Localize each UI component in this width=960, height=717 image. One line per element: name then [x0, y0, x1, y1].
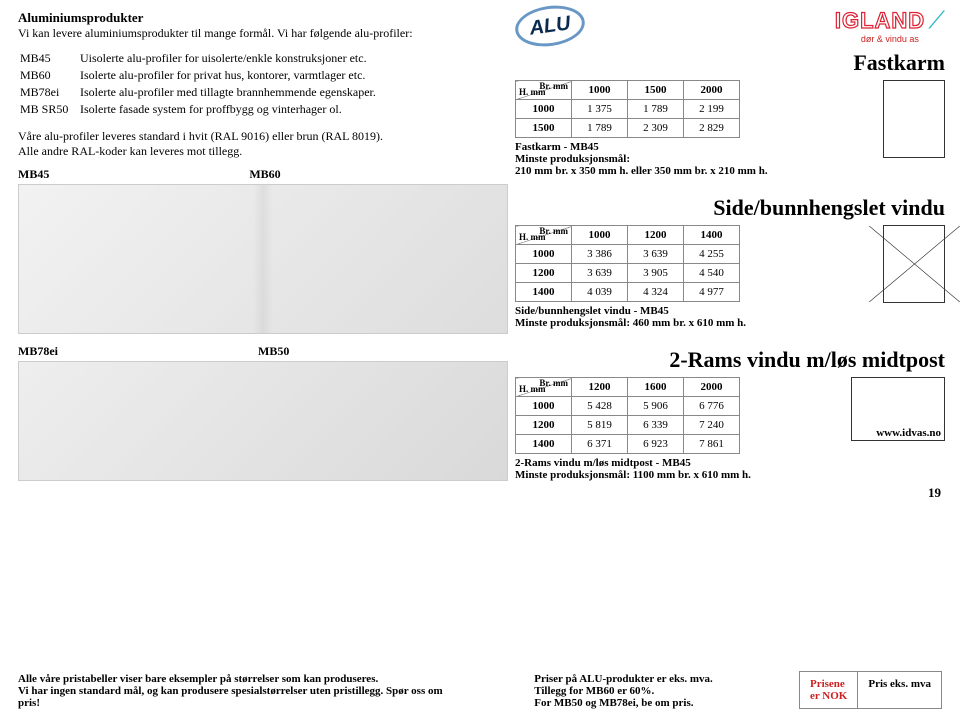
swoosh-icon: ⟋: [928, 8, 945, 34]
window-type-icon: [883, 80, 945, 158]
row-header: 1400: [516, 435, 572, 454]
price-section: FastkarmBr. mmH. mm10001500200010001 375…: [515, 50, 945, 189]
col-header: 2000: [684, 81, 740, 100]
price-cell: 7 861: [684, 435, 740, 454]
vat-box: Pris eks. mva: [858, 672, 941, 708]
col-header: 1500: [628, 81, 684, 100]
price-cell: 3 386: [572, 245, 628, 264]
section-title: 2-Rams vindu m/løs midtpost: [515, 347, 945, 373]
col-header: 1200: [572, 378, 628, 397]
brand-logo: IGLAND ⟋ dør & vindu as: [835, 8, 945, 44]
row-header: 1200: [516, 264, 572, 283]
definitions-table: MB45Uisolerte alu-profiler for uisolerte…: [18, 49, 508, 119]
price-info-box: Prisene er NOK Pris eks. mva: [799, 671, 942, 709]
price-cell: 2 829: [684, 119, 740, 138]
price-cell: 6 923: [628, 435, 684, 454]
table-note: Side/bunnhengslet vindu - MB45: [515, 305, 746, 317]
price-cell: 4 324: [628, 283, 684, 302]
intro-block: Aluminiumsprodukter Vi kan levere alumin…: [18, 10, 508, 481]
table-row: 10003 3863 6394 255: [516, 245, 740, 264]
row-header: 1000: [516, 100, 572, 119]
window-type-icon: [883, 225, 945, 303]
table-row: 14006 3716 9237 861: [516, 435, 740, 454]
table-row: MB60Isolerte alu-profiler for privat hus…: [20, 68, 506, 83]
price-table: Br. mmH. mm10001500200010001 3751 7892 1…: [515, 80, 740, 138]
profile-labels-row2: MB78ei MB50: [18, 344, 508, 359]
price-section: 2-Rams vindu m/løs midtpostBr. mmH. mm12…: [515, 347, 945, 493]
table-note: Fastkarm - MB45: [515, 141, 768, 153]
price-cell: 5 819: [572, 416, 628, 435]
price-section: Side/bunnhengslet vinduBr. mmH. mm100012…: [515, 195, 945, 341]
table-corner: Br. mmH. mm: [516, 226, 572, 245]
price-cell: 1 789: [572, 119, 628, 138]
price-cell: 6 339: [628, 416, 684, 435]
profile-image-row2: [18, 361, 508, 481]
table-note: Minste produksjonsmål: 460 mm br. x 610 …: [515, 317, 746, 329]
price-cell: 2 309: [628, 119, 684, 138]
col-header: 1400: [684, 226, 740, 245]
price-cell: 5 428: [572, 397, 628, 416]
table-row: 14004 0394 3244 977: [516, 283, 740, 302]
price-cell: 5 906: [628, 397, 684, 416]
intro-title: Aluminiumsprodukter: [18, 10, 508, 26]
footer: Alle våre pristabeller viser bare eksemp…: [18, 671, 942, 709]
profile-image-row1: [18, 184, 508, 334]
section-title: Fastkarm: [515, 50, 945, 76]
price-cell: 6 776: [684, 397, 740, 416]
table-row: 10005 4285 9066 776: [516, 397, 740, 416]
price-table: Br. mmH. mm12001600200010005 4285 9066 7…: [515, 377, 740, 454]
price-cell: 3 639: [628, 245, 684, 264]
price-cell: 6 371: [572, 435, 628, 454]
price-cell: 3 905: [628, 264, 684, 283]
price-table: Br. mmH. mm10001200140010003 3863 6394 2…: [515, 225, 740, 302]
section-title: Side/bunnhengslet vindu: [515, 195, 945, 221]
row-header: 1400: [516, 283, 572, 302]
price-cell: 1 375: [572, 100, 628, 119]
price-cell: 2 199: [684, 100, 740, 119]
row-header: 1200: [516, 416, 572, 435]
table-row: 12005 8196 3397 240: [516, 416, 740, 435]
table-note: 210 mm br. x 350 mm h. eller 350 mm br. …: [515, 165, 768, 177]
table-row: MB SR50Isolerte fasade system for proffb…: [20, 102, 506, 117]
table-row: 10001 3751 7892 199: [516, 100, 740, 119]
table-row: 12003 6393 9054 540: [516, 264, 740, 283]
table-row: 15001 7892 3092 829: [516, 119, 740, 138]
currency-box: Prisene er NOK: [800, 672, 858, 708]
logo-row: ALU IGLAND ⟋ dør & vindu as: [515, 6, 945, 46]
row-header: 1000: [516, 397, 572, 416]
website-url: www.idvas.no: [876, 427, 941, 439]
price-cell: 3 639: [572, 264, 628, 283]
col-header: 1200: [628, 226, 684, 245]
ral-note: Våre alu-profiler leveres standard i hvi…: [18, 129, 508, 159]
price-cell: 1 789: [628, 100, 684, 119]
table-note: Minste produksjonsmål:: [515, 153, 768, 165]
price-cell: 4 977: [684, 283, 740, 302]
col-header: 1000: [572, 226, 628, 245]
table-note: Minste produksjonsmål: 1100 mm br. x 610…: [515, 469, 751, 481]
price-cell: 4 255: [684, 245, 740, 264]
table-note: 2-Rams vindu m/løs midtpost - MB45: [515, 457, 751, 469]
footer-note-mid: Priser på ALU-produkter er eks. mva. Til…: [534, 673, 713, 709]
price-cell: 4 039: [572, 283, 628, 302]
intro-subtitle: Vi kan levere aluminiumsprodukter til ma…: [18, 26, 508, 41]
row-header: 1000: [516, 245, 572, 264]
price-cell: 4 540: [684, 264, 740, 283]
page-number: 19: [928, 485, 941, 501]
footer-note-left: Alle våre pristabeller viser bare eksemp…: [18, 673, 448, 709]
col-header: 1600: [628, 378, 684, 397]
table-row: MB78eiIsolerte alu-profiler med tillagte…: [20, 85, 506, 100]
col-header: 1000: [572, 81, 628, 100]
table-row: MB45Uisolerte alu-profiler for uisolerte…: [20, 51, 506, 66]
alu-badge: ALU: [513, 1, 588, 50]
table-corner: Br. mmH. mm: [516, 378, 572, 397]
price-cell: 7 240: [684, 416, 740, 435]
col-header: 2000: [684, 378, 740, 397]
row-header: 1500: [516, 119, 572, 138]
table-corner: Br. mmH. mm: [516, 81, 572, 100]
profile-labels-row1: MB45 MB60: [18, 167, 508, 182]
